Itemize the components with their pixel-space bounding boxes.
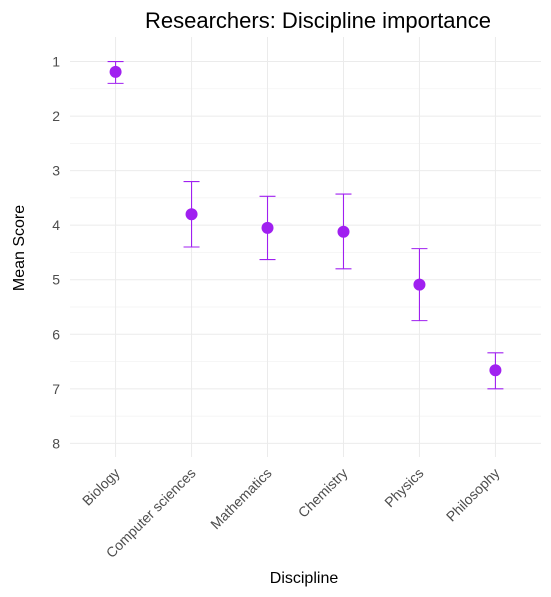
x-axis-title: Discipline — [270, 570, 339, 587]
data-point — [185, 208, 198, 221]
y-tick-label: 5 — [52, 272, 60, 288]
data-point — [413, 278, 426, 291]
y-tick-label: 4 — [52, 217, 60, 233]
y-axis-ticks: 1 2 3 4 5 6 7 8 — [52, 54, 60, 452]
y-tick-label: 1 — [52, 54, 60, 70]
y-tick-label: 3 — [52, 163, 60, 179]
chart-title: Researchers: Discipline importance — [145, 8, 491, 33]
y-tick-label: 6 — [52, 326, 60, 342]
data-point — [337, 225, 350, 238]
y-tick-label: 7 — [52, 381, 60, 397]
data-points — [109, 65, 502, 377]
y-axis-title: Mean Score — [11, 205, 28, 291]
gridlines — [70, 37, 541, 457]
y-tick-label: 8 — [52, 435, 60, 451]
y-tick-label: 2 — [52, 108, 60, 124]
data-point — [109, 65, 122, 78]
data-point — [489, 364, 502, 377]
data-point — [261, 221, 274, 234]
